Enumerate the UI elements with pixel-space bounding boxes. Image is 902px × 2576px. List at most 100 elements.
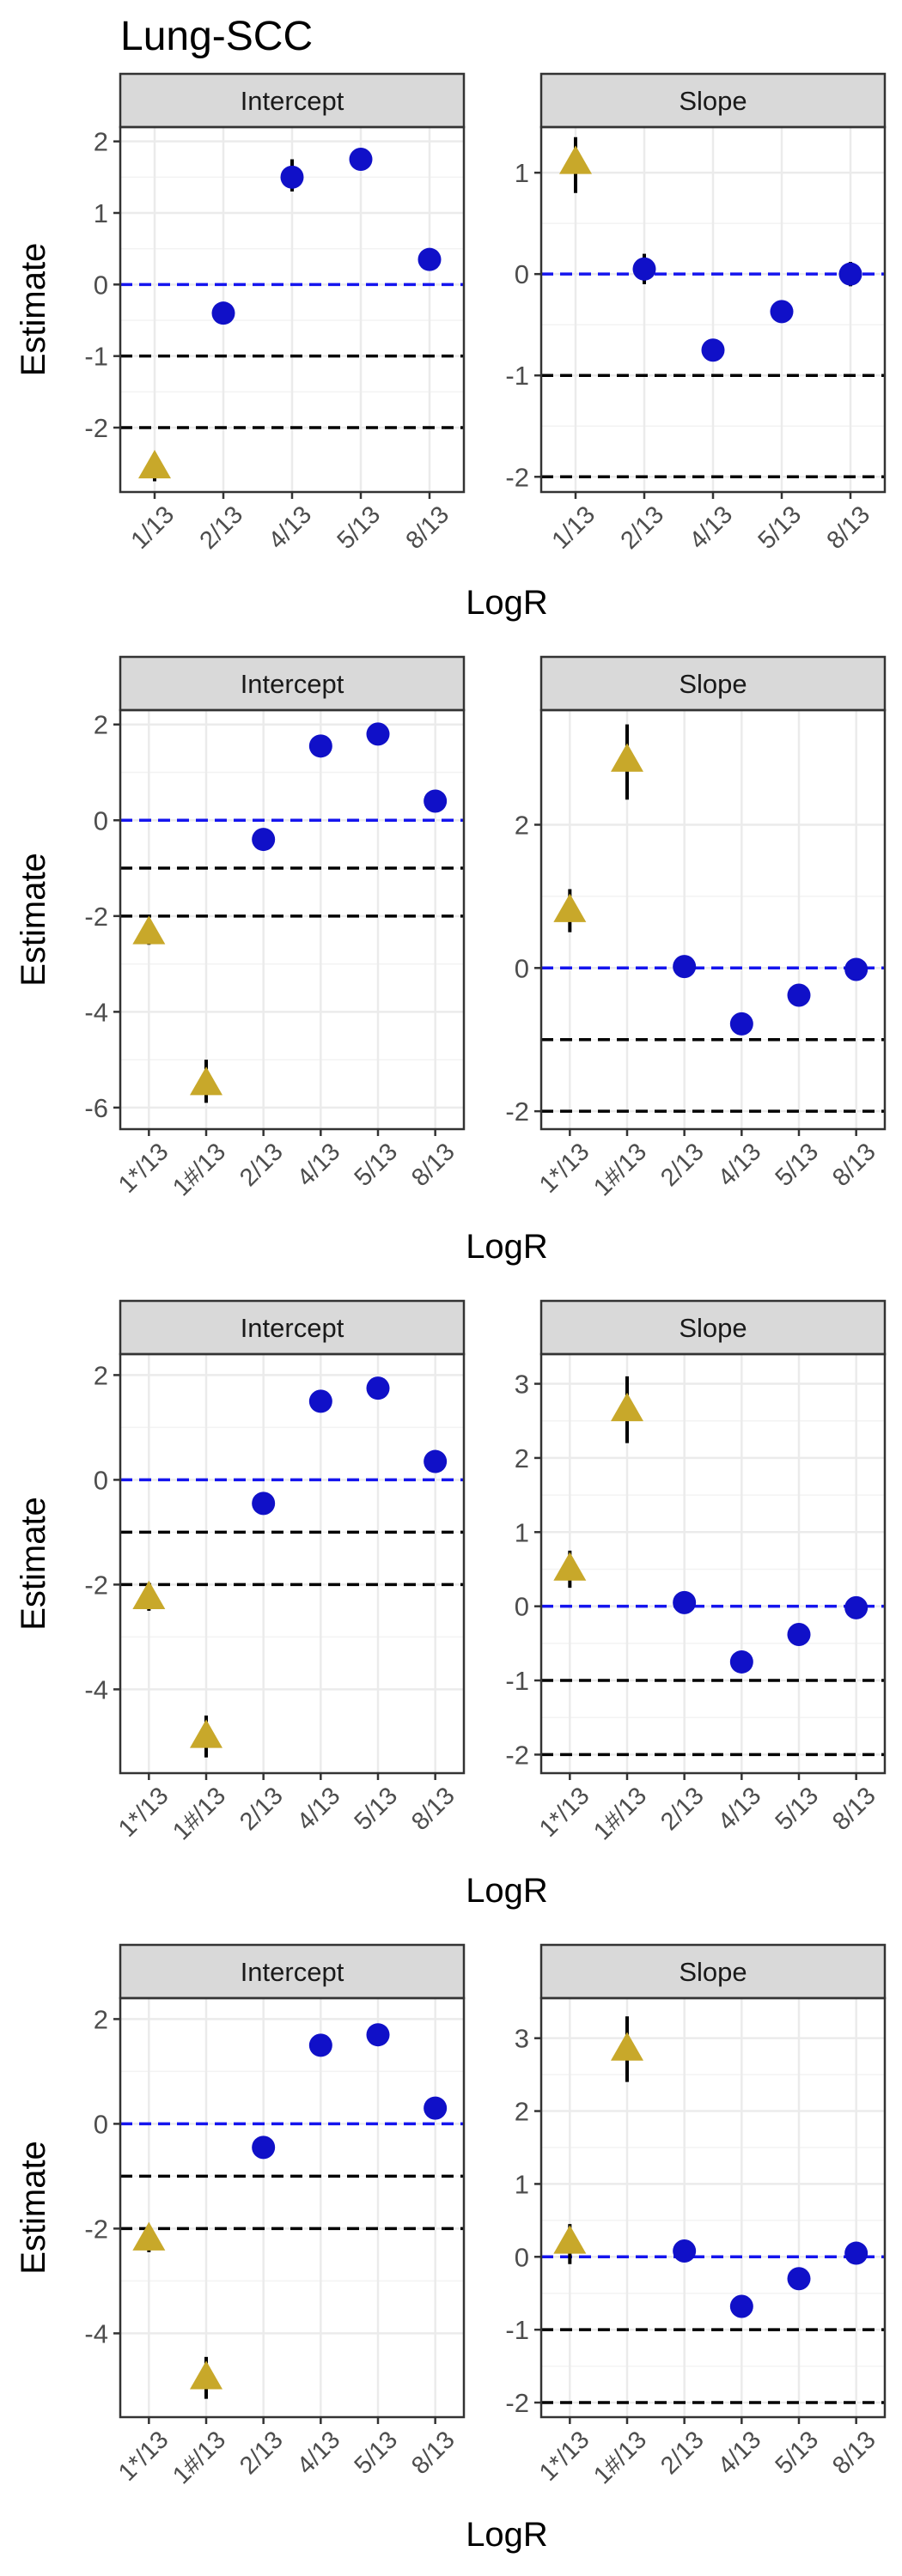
y-tick-label: 1 — [515, 2169, 529, 2199]
y-tick-label: 2 — [94, 2004, 108, 2034]
circle-point — [729, 1012, 753, 1036]
y-tick-label: -4 — [84, 2318, 108, 2348]
y-tick-label: -1 — [505, 2315, 529, 2345]
y-tick-label: -2 — [505, 462, 529, 492]
triangle-point — [559, 145, 592, 174]
y-axis-label: Estimate — [15, 2141, 52, 2275]
triangle-point — [611, 1392, 643, 1422]
y-tick-label: -6 — [84, 1093, 108, 1123]
y-tick-label: 0 — [94, 1465, 108, 1495]
triangle-point — [611, 2032, 643, 2061]
y-tick-label: -2 — [505, 1740, 529, 1770]
panel-border — [539, 1996, 887, 2419]
strip-label: Intercept — [241, 86, 344, 116]
panel-slope: Slope -2 0 2 1*/131#/13 2/13 4/13 5/13 8/13 — [505, 655, 887, 1201]
y-tick-label: 0 — [94, 270, 108, 300]
circle-point — [673, 1590, 697, 1614]
chart-row-1: Estimate LogR Intercept -2 -1 0 1 2 1/13 2/13 4/13… — [15, 72, 887, 622]
circle-point — [424, 1449, 448, 1473]
panel-background — [120, 1998, 464, 2417]
y-tick-label: 3 — [515, 2024, 529, 2054]
triangle-point — [132, 2221, 166, 2251]
x-tick-label: 8/13 — [401, 501, 455, 555]
panel-background — [541, 1354, 885, 1773]
panel-border — [119, 708, 466, 1131]
figure-title: Lung-SCC — [120, 14, 313, 59]
x-tick-label: 1*/13 — [534, 1782, 595, 1843]
triangle-point — [611, 743, 643, 772]
circle-point — [366, 722, 390, 746]
circle-point — [252, 828, 276, 852]
x-tick-label: 2/13 — [235, 2426, 289, 2480]
triangle-point — [190, 1719, 222, 1748]
panel-border — [119, 1352, 466, 1775]
y-tick-label: -4 — [84, 1674, 108, 1704]
panel-slope: Slope -2 -1 0 1 2 3 1*/131#/13 2/13 4/13 5/13 8/13 — [505, 1943, 887, 2489]
panel-background — [541, 710, 885, 1129]
y-tick-label: -2 — [505, 1097, 529, 1127]
circle-point — [787, 2267, 811, 2291]
circle-point — [673, 955, 697, 979]
x-tick-label: 5/13 — [350, 1782, 404, 1836]
x-tick-label: 8/13 — [406, 1782, 460, 1836]
circle-point — [787, 1622, 811, 1646]
y-tick-label: 2 — [94, 1360, 108, 1390]
x-tick-label: 1*/13 — [113, 1138, 174, 1199]
circle-point — [308, 734, 332, 758]
x-tick-label: 1/13 — [547, 501, 601, 555]
panel-border — [119, 1996, 466, 2419]
x-tick-label: 1#/13 — [168, 2426, 231, 2489]
panel-slope: Slope -2 -1 0 1 2 3 1*/131#/13 2/13 4/13 5/13 8/13 — [505, 1299, 887, 1845]
strip-background — [119, 1299, 466, 1356]
y-tick-label: 2 — [94, 710, 108, 740]
circle-point — [844, 1595, 868, 1619]
y-tick-label: -1 — [505, 361, 529, 391]
x-tick-label: 5/13 — [753, 501, 808, 555]
y-tick-label: -2 — [84, 2214, 108, 2244]
x-tick-label: 1#/13 — [588, 1782, 652, 1845]
x-tick-label: 2/13 — [655, 2426, 710, 2480]
y-tick-label: 2 — [515, 1443, 529, 1473]
triangle-point — [190, 1066, 222, 1096]
triangle-point — [553, 893, 587, 922]
y-tick-label: -2 — [84, 1570, 108, 1600]
y-tick-label: 0 — [515, 953, 529, 983]
triangle-point — [553, 2225, 587, 2254]
x-tick-label: 8/13 — [827, 1782, 881, 1836]
x-tick-label: 8/13 — [406, 2426, 460, 2480]
x-tick-label: 4/13 — [713, 1782, 767, 1836]
panel-background — [541, 1998, 885, 2417]
triangle-point — [190, 2360, 222, 2390]
y-tick-label: 2 — [515, 2097, 529, 2127]
circle-point — [729, 1649, 753, 1674]
strip-background — [119, 72, 466, 129]
x-tick-label: 4/13 — [264, 501, 318, 555]
circle-point — [770, 300, 794, 324]
y-axis-label: Estimate — [15, 853, 52, 987]
x-tick-label: 4/13 — [292, 1138, 346, 1192]
y-tick-label: 1 — [515, 158, 529, 188]
x-tick-label: 4/13 — [292, 2426, 346, 2480]
x-tick-label: 1#/13 — [588, 1138, 652, 1201]
x-tick-label: 5/13 — [771, 1782, 825, 1836]
x-tick-label: 5/13 — [332, 501, 387, 555]
y-tick-label: 2 — [94, 127, 108, 157]
panel-background — [120, 1354, 464, 1773]
x-tick-label: 1*/13 — [534, 1138, 595, 1199]
x-tick-label: 5/13 — [350, 1138, 404, 1192]
circle-point — [701, 338, 725, 362]
x-tick-label: 2/13 — [655, 1138, 710, 1192]
x-axis-label: LogR — [466, 1872, 548, 1910]
strip-background — [539, 655, 887, 712]
circle-point — [729, 2294, 753, 2318]
x-tick-label: 1#/13 — [168, 1782, 231, 1845]
panel-intercept: Intercept -2 -1 0 1 2 1/13 2/13 4/13 5/13 8/13 — [84, 72, 466, 555]
circle-point — [211, 301, 235, 325]
x-tick-label: 2/13 — [655, 1782, 710, 1836]
circle-point — [838, 262, 862, 286]
x-tick-label: 2/13 — [195, 501, 249, 555]
x-tick-label: 5/13 — [771, 1138, 825, 1192]
y-tick-label: -1 — [84, 342, 108, 372]
y-tick-label: 0 — [94, 805, 108, 835]
